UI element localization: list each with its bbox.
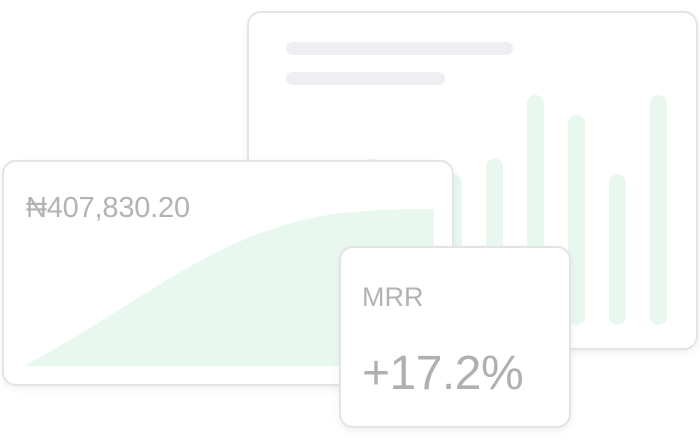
bar-7 bbox=[568, 114, 585, 326]
bar-8 bbox=[609, 174, 626, 325]
mrr-label: MRR bbox=[362, 282, 424, 312]
mrr-card: MRR +17.2% bbox=[339, 246, 571, 428]
revenue-area bbox=[24, 209, 434, 366]
revenue-amount: ₦407,830.20 bbox=[26, 192, 190, 224]
skeleton-subtitle-line bbox=[286, 72, 445, 85]
bar-9 bbox=[650, 95, 667, 325]
skeleton-title-line bbox=[286, 42, 513, 55]
mrr-value: +17.2% bbox=[362, 347, 524, 400]
revenue-area-chart bbox=[24, 209, 434, 366]
